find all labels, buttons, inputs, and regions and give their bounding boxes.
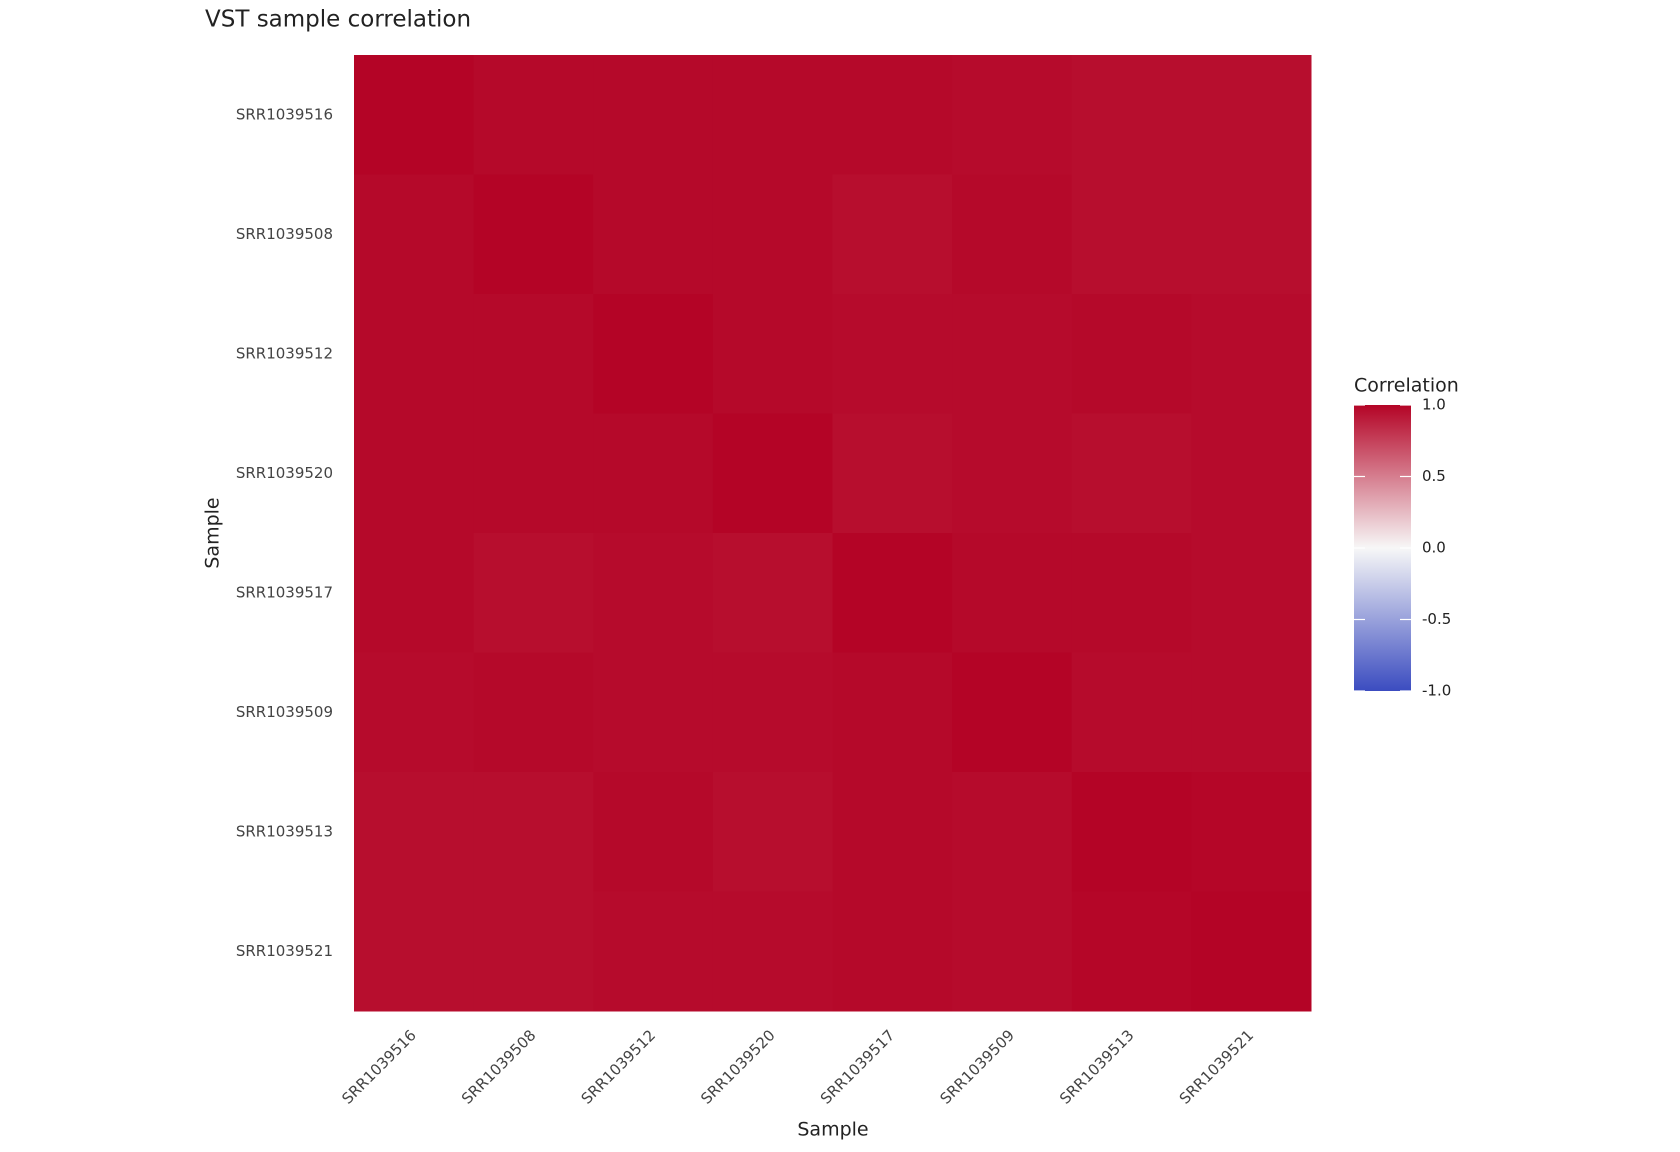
heatmap-cell bbox=[593, 174, 714, 295]
x-axis-title: Sample bbox=[797, 1119, 868, 1141]
y-tick-label: SRR1039508 bbox=[236, 225, 333, 243]
heatmap-cell bbox=[1191, 772, 1312, 892]
heatmap-cell bbox=[712, 652, 833, 773]
heatmap-cell bbox=[712, 174, 833, 295]
heatmap-cell bbox=[1071, 413, 1192, 534]
heatmap-cell bbox=[473, 772, 594, 892]
heatmap-cell bbox=[832, 891, 953, 1012]
heatmap-cell bbox=[832, 294, 953, 414]
heatmap-cell bbox=[952, 652, 1073, 773]
heatmap-cell bbox=[354, 55, 475, 175]
heatmap-cell bbox=[354, 891, 475, 1012]
heatmap-cell bbox=[473, 533, 594, 653]
heatmap-cell bbox=[832, 533, 953, 653]
heatmap-cell bbox=[473, 294, 594, 414]
heatmap-cell bbox=[1191, 533, 1312, 653]
heatmap-cell bbox=[952, 413, 1073, 534]
heatmap-cell bbox=[593, 55, 714, 175]
heatmap-cell bbox=[952, 174, 1073, 295]
heatmap-cell bbox=[1071, 772, 1192, 892]
legend-title: Correlation bbox=[1354, 375, 1459, 397]
heatmap-cell bbox=[712, 55, 833, 175]
heatmap-cell bbox=[1071, 533, 1192, 653]
heatmap-cell bbox=[712, 294, 833, 414]
heatmap-cell bbox=[1191, 55, 1312, 175]
heatmap-cell bbox=[952, 533, 1073, 653]
chart-title: VST sample correlation bbox=[205, 7, 471, 33]
heatmap-cell bbox=[1191, 294, 1312, 414]
heatmap-cell bbox=[832, 652, 953, 773]
x-tick-label: SRR1039509 bbox=[937, 1026, 1018, 1107]
x-tick-label: SRR1039513 bbox=[1056, 1026, 1137, 1107]
heatmap-cell bbox=[1191, 891, 1312, 1012]
heatmap-cell bbox=[593, 413, 714, 534]
heatmap-cell bbox=[593, 772, 714, 892]
x-tick-label: SRR1039520 bbox=[697, 1026, 778, 1107]
heatmap-cell bbox=[593, 294, 714, 414]
heatmap-cell bbox=[952, 891, 1073, 1012]
heatmap-cell bbox=[354, 174, 475, 295]
heatmap-cell bbox=[593, 652, 714, 773]
heatmap-cell bbox=[1191, 174, 1312, 295]
heatmap-cell bbox=[832, 55, 953, 175]
heatmap-cell bbox=[712, 772, 833, 892]
legend-tick-label: 0.5 bbox=[1422, 467, 1446, 485]
legend-tick-label: 0.0 bbox=[1422, 539, 1446, 557]
heatmap-cell bbox=[832, 772, 953, 892]
heatmap-cell bbox=[832, 413, 953, 534]
legend-tick-label: -1.0 bbox=[1422, 682, 1451, 700]
heatmap-cell bbox=[473, 174, 594, 295]
heatmap-cell bbox=[1191, 413, 1312, 534]
heatmap-cell bbox=[1071, 55, 1192, 175]
x-tick-label: SRR1039512 bbox=[578, 1026, 659, 1107]
heatmap-cell bbox=[952, 294, 1073, 414]
heatmap-cell bbox=[712, 533, 833, 653]
x-tick-label: SRR1039521 bbox=[1176, 1026, 1257, 1107]
y-tick-label: SRR1039517 bbox=[236, 583, 333, 601]
y-tick-label: SRR1039512 bbox=[236, 344, 333, 362]
heatmap-cell bbox=[1071, 174, 1192, 295]
heatmap-cell bbox=[593, 891, 714, 1012]
heatmap-cell bbox=[593, 533, 714, 653]
y-axis-title: Sample bbox=[202, 497, 224, 568]
legend-tick-label: -0.5 bbox=[1422, 610, 1451, 628]
x-tick-label: SRR1039517 bbox=[817, 1026, 898, 1107]
x-tick-label: SRR1039508 bbox=[458, 1026, 539, 1107]
heatmap-cell bbox=[473, 413, 594, 534]
heatmap-cell bbox=[712, 891, 833, 1012]
heatmap-cell bbox=[354, 413, 475, 534]
heatmap-cell bbox=[473, 891, 594, 1012]
y-tick-label: SRR1039513 bbox=[236, 822, 333, 840]
y-tick-label: SRR1039509 bbox=[236, 703, 333, 721]
heatmap-cell bbox=[712, 413, 833, 534]
heatmap-cell bbox=[1071, 891, 1192, 1012]
heatmap-cell bbox=[1071, 652, 1192, 773]
y-tick-label: SRR1039521 bbox=[236, 942, 333, 960]
y-tick-label: SRR1039520 bbox=[236, 464, 333, 482]
heatmap-cell bbox=[354, 652, 475, 773]
heatmap-cell bbox=[354, 294, 475, 414]
x-tick-label: SRR1039516 bbox=[338, 1026, 419, 1107]
heatmap-cell bbox=[1071, 294, 1192, 414]
heatmap-cell bbox=[952, 772, 1073, 892]
legend-tick-label: 1.0 bbox=[1422, 396, 1446, 414]
heatmap-cell bbox=[832, 174, 953, 295]
heatmap-cell bbox=[1191, 652, 1312, 773]
heatmap-cell bbox=[354, 772, 475, 892]
heatmap-cell bbox=[952, 55, 1073, 175]
heatmap-cell bbox=[473, 652, 594, 773]
y-tick-label: SRR1039516 bbox=[236, 105, 333, 123]
heatmap-cell bbox=[473, 55, 594, 175]
heatmap-cell bbox=[354, 533, 475, 653]
